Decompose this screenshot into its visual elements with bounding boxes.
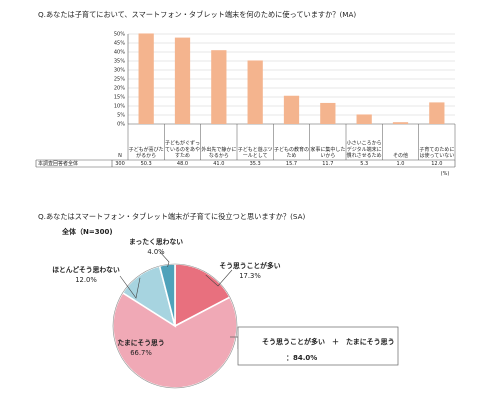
bar-chart-category-labels: 子どもが喜びたがるから子どもがぐずっているのをあやすため外出先で静かになるから子… bbox=[127, 124, 456, 160]
bar bbox=[211, 50, 227, 125]
bar bbox=[320, 102, 336, 124]
y-tick-label: 25% bbox=[114, 77, 125, 83]
annotation-value: ：84.0% bbox=[286, 354, 317, 362]
table-value: 12.0 bbox=[431, 161, 442, 167]
table-value: 48.0 bbox=[177, 161, 188, 167]
category-label: 子育てのためには使っていない bbox=[419, 146, 454, 159]
category-label: 家事に集中したいから bbox=[310, 146, 345, 159]
bar-chart-bars bbox=[138, 33, 445, 125]
table-value: 50.3 bbox=[141, 161, 152, 167]
pie-slice-value: 17.3% bbox=[239, 272, 261, 280]
annotation-box bbox=[237, 326, 399, 366]
bar-chart-question: Q.あなたは子育てにおいて、スマートフォン・タブレット端末を何のために使っていま… bbox=[38, 10, 357, 19]
annotation-label: そう思うことが多い ＋ たまにそう思う bbox=[262, 337, 395, 346]
category-label: 子どもと遊ぶツールとして bbox=[238, 146, 273, 159]
pie-leader-line bbox=[119, 275, 141, 299]
y-tick-label: 35% bbox=[114, 59, 125, 65]
category-label: 小さいころからデジタル端末に慣れさせるため bbox=[347, 140, 382, 159]
bar bbox=[283, 95, 300, 124]
pie-leader-line bbox=[159, 251, 170, 268]
table-row-label: 本調査回答者全体 bbox=[38, 160, 78, 167]
category-label: 子どもが喜びたがるから bbox=[129, 146, 164, 159]
pie-chart bbox=[112, 263, 238, 389]
bar bbox=[247, 60, 263, 124]
y-tick-label: 15% bbox=[114, 95, 125, 101]
category-label: 外出先で静かになるから bbox=[201, 146, 236, 159]
y-tick-label: 0% bbox=[117, 122, 125, 128]
bar bbox=[138, 33, 154, 124]
table-n-value: 300 bbox=[115, 161, 125, 167]
y-tick-label: 20% bbox=[114, 86, 125, 92]
y-tick-label: 5% bbox=[117, 113, 125, 119]
bar-chart-data-table: N 本調査回答者全体 300 50.3 48.0 41.0 35.3 15.7 11.7 5.3 1… bbox=[35, 153, 456, 177]
table-value: 1.0 bbox=[397, 161, 405, 167]
y-tick-label: 40% bbox=[114, 50, 125, 56]
bar bbox=[392, 122, 409, 124]
pie-slice-label: まったく思わない bbox=[129, 237, 183, 246]
pie-leader-line bbox=[205, 269, 233, 287]
category-label: 子どもの教育のため bbox=[274, 146, 309, 159]
y-tick-label: 10% bbox=[114, 104, 125, 110]
pie-slice-value: 66.7% bbox=[130, 349, 152, 357]
pie-outline bbox=[112, 263, 238, 389]
category-label: その他 bbox=[393, 152, 408, 159]
bar bbox=[429, 102, 445, 124]
y-tick-label: 30% bbox=[114, 68, 125, 74]
pie-chart-subtitle: 全体（N=300) bbox=[61, 227, 113, 236]
bar bbox=[356, 114, 372, 124]
table-value: 11.7 bbox=[322, 161, 333, 167]
pie-chart-question: Q.あなたはスマートフォン・タブレット端末が子育てに役立つと思いますか？(SA) bbox=[38, 212, 306, 221]
pie-slice-value: 12.0% bbox=[75, 276, 97, 284]
pie-slice-label: ほとんどそう思わない bbox=[52, 265, 120, 274]
category-label: 子どもがぐずっているのをあやすため bbox=[165, 140, 200, 159]
table-n-header: N bbox=[118, 153, 122, 159]
pie-slice-label: そう思うことが多い bbox=[219, 261, 280, 270]
bar bbox=[174, 37, 191, 124]
y-tick-label: 45% bbox=[114, 41, 125, 47]
pie-slice-value: 4.0% bbox=[147, 248, 165, 256]
table-value: 5.3 bbox=[360, 161, 368, 167]
table-value: 41.0 bbox=[213, 161, 224, 167]
pie-chart-annotation: そう思うことが多い ＋ たまにそう思う ：84.0% bbox=[230, 326, 399, 366]
table-value: 15.7 bbox=[286, 161, 297, 167]
y-tick-label: 50% bbox=[114, 32, 125, 38]
table-unit: (%) bbox=[441, 171, 450, 177]
pie-slice-label: たまにそう思う bbox=[117, 338, 164, 347]
pie-chart-labels: そう思うことが多い 17.3% たまにそう思う 66.7% ほとんどそう思わない 12.0… bbox=[52, 237, 281, 357]
table-value: 35.3 bbox=[250, 161, 261, 167]
